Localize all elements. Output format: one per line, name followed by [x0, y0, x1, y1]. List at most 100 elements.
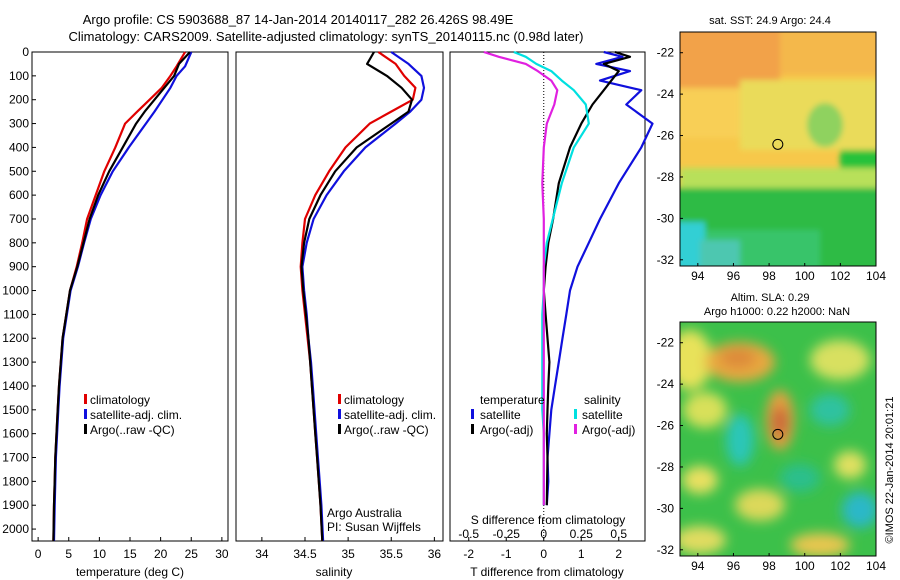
- salinity-axes-frame: [235, 51, 444, 542]
- title-line-2: Climatology: CARS2009. Satellite-adjuste…: [69, 29, 584, 44]
- lon-tick-label: 100: [795, 269, 815, 283]
- depth-tick-label: 0: [22, 45, 29, 59]
- legend-swatch-climatology: [84, 394, 87, 404]
- x-tick-label: 0: [35, 547, 42, 561]
- depth-tick-label: 700: [9, 212, 29, 226]
- lon-tick-label: 104: [866, 269, 886, 283]
- x-tick-label: 15: [123, 547, 137, 561]
- sla-map-title: Altim. SLA: 0.29: [731, 292, 810, 304]
- legend-swatch-argo: [338, 424, 341, 434]
- salinity-xlabel: salinity: [316, 565, 353, 579]
- lat-tick-label: -28: [657, 460, 675, 474]
- x-tick-label: 35: [341, 547, 355, 561]
- legend-label-s-satellite: satellite: [582, 408, 623, 422]
- x-tick-label: 34.5: [293, 547, 317, 561]
- depth-tick-label: 100: [9, 69, 29, 83]
- lon-tick-label: 102: [830, 559, 850, 573]
- lon-tick-label: 102: [830, 269, 850, 283]
- series-line-s-argo-adj-: [483, 50, 559, 506]
- lat-tick-label: -24: [657, 87, 675, 101]
- depth-axis: 0 100 200 300 400 500 600 700 800 900 1000 1100 1200…: [2, 45, 454, 536]
- difference-x-axis: -2 -1 0 1 2: [463, 537, 622, 561]
- temperature-lines: [52, 51, 193, 542]
- difference-legend: temperature salinity satellite Argo(-adj…: [471, 393, 635, 437]
- lon-tick-label: 98: [762, 559, 776, 573]
- depth-tick-label: 1300: [2, 355, 29, 369]
- lon-tick-label: 104: [866, 559, 886, 573]
- sst-map-frame: [679, 31, 877, 267]
- x-tick-label: 10: [93, 547, 107, 561]
- salinity-legend: climatology satellite-adj. clim. Argo(..…: [338, 393, 436, 437]
- sla-map-subtitle: Argo h1000: 0.22 h2000: NaN: [704, 306, 850, 318]
- depth-tick-label: 600: [9, 188, 29, 202]
- lat-tick-label: -28: [657, 170, 675, 184]
- annotation-argo-australia: Argo Australia: [327, 506, 402, 520]
- argo-float-marker: [772, 428, 784, 440]
- depth-tick-label: 200: [9, 93, 29, 107]
- depth-tick-label: 2000: [2, 522, 29, 536]
- series-line-t-satellite: [545, 50, 654, 506]
- lat-tick-label: -32: [657, 543, 675, 557]
- salinity-difference-ticks: -0.5 -0.25 0 0.25 0.5: [458, 527, 627, 541]
- legend-label-satellite: satellite-adj. clim.: [90, 408, 182, 422]
- sst-map-title: sat. SST: 24.9 Argo: 24.4: [709, 15, 831, 27]
- s-tick-label: -0.5: [458, 527, 479, 541]
- depth-tick-label: 1700: [2, 451, 29, 465]
- x-tick-label: 36: [428, 547, 442, 561]
- argo-float-marker: [772, 138, 784, 150]
- x-tick-label: 35.5: [380, 547, 404, 561]
- s-tick-label: 0.5: [610, 527, 627, 541]
- legend-label-climatology: climatology: [90, 393, 150, 407]
- sla-map-panel: Altim. SLA: 0.29 Argo h1000: 0.22 h2000:…: [657, 292, 887, 573]
- depth-tick-label: 1600: [2, 427, 29, 441]
- series-line-argo-raw-qc-: [52, 51, 191, 542]
- legend-swatch-satellite: [338, 409, 341, 419]
- s-tick-label: 0.25: [570, 527, 594, 541]
- legend-label-satellite: satellite-adj. clim.: [344, 408, 436, 422]
- depth-tick-label: 1000: [2, 284, 29, 298]
- lon-tick-label: 94: [691, 269, 705, 283]
- lon-tick-label: 96: [727, 269, 741, 283]
- difference-toplabel: S difference from climatology: [471, 513, 626, 527]
- x-tick-label: 1: [578, 547, 585, 561]
- legend-label-t-argo: Argo(-adj): [480, 423, 533, 437]
- legend-label-argo: Argo(..raw -QC): [344, 423, 429, 437]
- sst-map-panel: sat. SST: 24.9 Argo: 24.4 94 96 98 100 102 10…: [657, 15, 887, 283]
- imos-footer: ©IMOS 22-Jan-2014 20:01:21: [884, 397, 896, 544]
- series-line-t-argo-adj-: [542, 50, 632, 506]
- legend-label-t-satellite: satellite: [480, 408, 521, 422]
- difference-panel: -2 -1 0 1 2 S difference from climatology -0…: [449, 50, 654, 579]
- sst-map-axes: 94 96 98 100 102 104 -22 -24 -26 -28 -30 -32: [657, 46, 887, 283]
- difference-xlabel: T difference from climatology: [470, 565, 624, 579]
- depth-tick-label: 1100: [3, 307, 29, 321]
- temperature-x-axis: 0 5 10 15 20 25 30: [35, 537, 229, 561]
- x-tick-label: 25: [185, 547, 199, 561]
- legend-swatch-s-satellite: [574, 409, 577, 419]
- lat-tick-label: -22: [657, 336, 675, 350]
- salinity-panel: 34 34.5 35 35.5 36 salinity climatology sate…: [235, 51, 444, 579]
- difference-lines: [483, 50, 654, 506]
- lon-tick-label: 98: [762, 269, 776, 283]
- x-tick-label: -2: [463, 547, 474, 561]
- legend-label-argo: Argo(..raw -QC): [90, 423, 175, 437]
- lon-tick-label: 100: [795, 559, 815, 573]
- temperature-legend: climatology satellite-adj. clim. Argo(..…: [84, 393, 182, 437]
- depth-tick-label: 500: [9, 164, 29, 178]
- sla-map-axes: 94 96 98 100 102 104 -22 -24 -26 -28 -30 -32: [657, 336, 887, 573]
- legend-swatch-t-satellite: [471, 409, 474, 419]
- depth-tick-label: 1800: [2, 474, 29, 488]
- legend-swatch-satellite: [84, 409, 87, 419]
- lat-tick-label: -22: [657, 46, 675, 60]
- legend-swatch-argo: [84, 424, 87, 434]
- x-tick-label: 2: [615, 547, 622, 561]
- temperature-axes-frame: [31, 51, 229, 542]
- lat-tick-label: -24: [657, 377, 675, 391]
- lat-tick-label: -30: [657, 501, 675, 515]
- title-line-1: Argo profile: CS 5903688_87 14-Jan-2014 …: [83, 12, 514, 27]
- salinity-x-axis: 34 34.5 35 35.5 36: [255, 537, 441, 561]
- x-tick-label: -1: [501, 547, 512, 561]
- legend-label-climatology: climatology: [344, 393, 404, 407]
- depth-tick-label: 1500: [2, 403, 29, 417]
- x-tick-label: 34: [255, 547, 269, 561]
- depth-tick-label: 400: [9, 140, 29, 154]
